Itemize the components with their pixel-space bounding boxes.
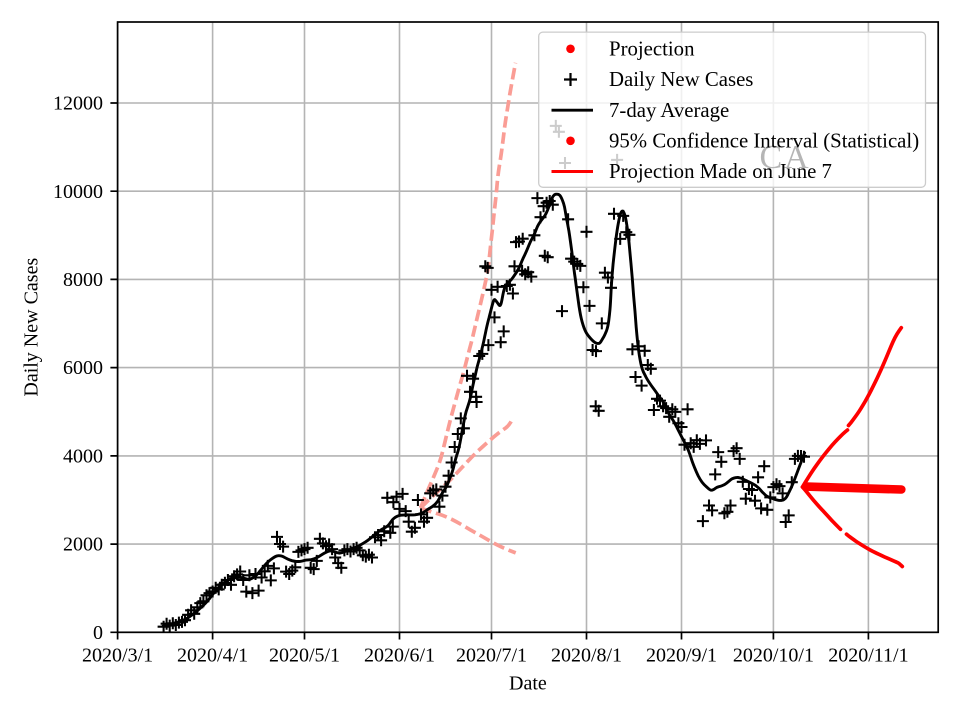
svg-text:2020/3/1: 2020/3/1: [82, 645, 153, 667]
svg-text:4000: 4000: [63, 446, 103, 468]
svg-text:7-day Average: 7-day Average: [609, 99, 729, 122]
svg-text:2020/10/1: 2020/10/1: [733, 645, 814, 667]
svg-text:Date: Date: [509, 673, 547, 695]
svg-text:Daily New Cases: Daily New Cases: [21, 258, 43, 397]
svg-text:CA: CA: [760, 139, 811, 176]
svg-text:2020/8/1: 2020/8/1: [551, 645, 622, 667]
svg-text:Projection: Projection: [609, 37, 695, 60]
svg-text:12000: 12000: [53, 93, 103, 115]
svg-text:2020/11/1: 2020/11/1: [828, 645, 908, 667]
svg-text:2020/9/1: 2020/9/1: [646, 645, 717, 667]
svg-text:2020/6/1: 2020/6/1: [364, 645, 435, 667]
svg-text:2020/5/1: 2020/5/1: [269, 645, 340, 667]
svg-text:6000: 6000: [63, 357, 103, 379]
svg-text:10000: 10000: [53, 181, 103, 203]
svg-text:0: 0: [93, 622, 103, 644]
svg-text:Daily New Cases: Daily New Cases: [609, 68, 753, 91]
svg-text:2020/7/1: 2020/7/1: [456, 645, 527, 667]
svg-text:Projection Made on June 7: Projection Made on June 7: [609, 160, 832, 183]
svg-text:2020/4/1: 2020/4/1: [177, 645, 248, 667]
svg-text:2000: 2000: [63, 534, 103, 556]
svg-text:8000: 8000: [63, 269, 103, 291]
svg-text:95% Confidence Interval (Stati: 95% Confidence Interval (Statistical): [609, 129, 919, 152]
